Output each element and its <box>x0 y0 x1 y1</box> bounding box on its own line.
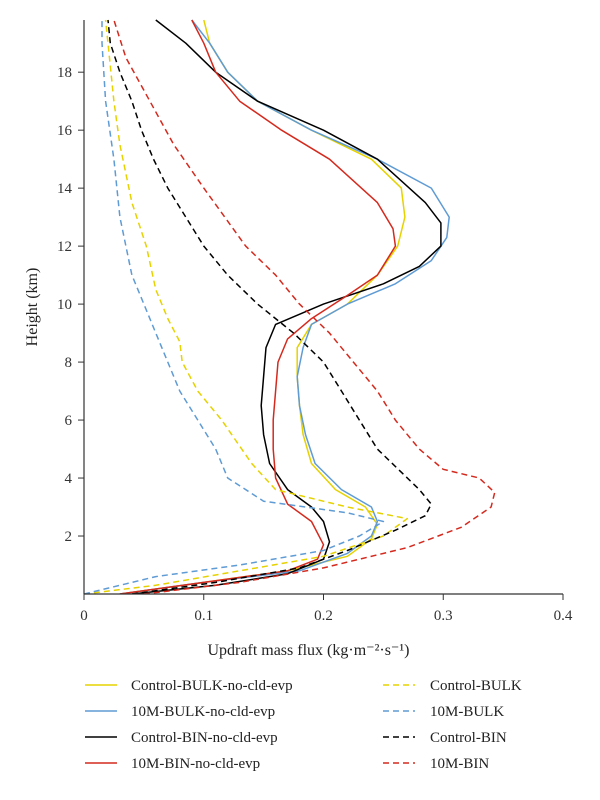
legend-label-control-bin: Control-BIN <box>430 730 507 746</box>
legend: Control-BULK-no-cld-evp 10M-BULK-no-cld-e… <box>85 678 522 772</box>
x-tick-label: 0.1 <box>194 608 213 624</box>
series-line-control-bin <box>107 19 433 594</box>
series-line-control-bulk-no-cld-evp <box>119 19 406 594</box>
y-tick-label: 8 <box>65 355 73 371</box>
y-tick-label: 6 <box>65 413 73 429</box>
x-tick-label: 0 <box>80 608 88 624</box>
x-axis-title: Updraft mass flux (kg·m⁻²·s⁻¹) <box>208 642 410 659</box>
series-line-10m-bin <box>113 19 496 594</box>
y-axis-title: Height (km) <box>24 268 41 347</box>
y-axis: 2 4 6 8 10 12 14 16 18 <box>57 20 85 594</box>
y-tick-label: 18 <box>57 65 72 81</box>
x-tick-label: 0.3 <box>434 608 453 624</box>
legend-label-control-bulk-no-cld-evp: Control-BULK-no-cld-evp <box>131 678 293 694</box>
legend-label-control-bin-no-cld-evp: Control-BIN-no-cld-evp <box>131 730 278 746</box>
y-tick-label: 4 <box>65 471 73 487</box>
y-tick-label: 2 <box>65 529 73 545</box>
y-tick-label: 12 <box>57 239 72 255</box>
y-tick-label: 16 <box>57 123 73 139</box>
plot-area <box>84 19 496 594</box>
series-line-control-bulk <box>84 19 409 594</box>
y-tick-label: 10 <box>57 297 72 313</box>
legend-label-10m-bin-no-cld-evp: 10M-BIN-no-cld-evp <box>131 756 260 772</box>
y-tick-label: 14 <box>57 181 73 197</box>
series-line-10m-bin-no-cld-evp <box>119 19 397 594</box>
series-line-10m-bulk <box>84 20 385 594</box>
legend-label-10m-bin: 10M-BIN <box>430 756 489 772</box>
x-tick-label: 0.2 <box>314 608 333 624</box>
legend-label-10m-bulk: 10M-BULK <box>430 704 504 720</box>
series-line-control-bin-no-cld-evp <box>131 19 442 594</box>
legend-label-control-bulk: Control-BULK <box>430 678 522 694</box>
legend-label-10m-bulk-no-cld-evp: 10M-BULK-no-cld-evp <box>131 704 275 720</box>
x-axis: 0 0.1 0.2 0.3 0.4 <box>80 593 573 624</box>
series-line-10m-bulk-no-cld-evp <box>119 19 450 594</box>
x-tick-label: 0.4 <box>554 608 573 624</box>
